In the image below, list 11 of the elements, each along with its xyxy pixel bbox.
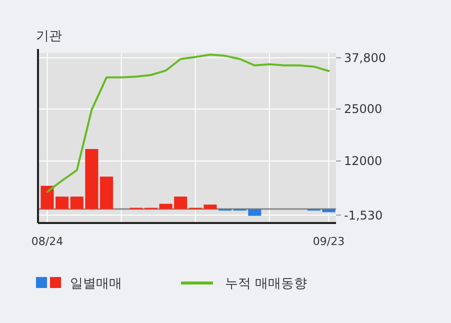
y-tick-label: 25000: [344, 102, 382, 116]
line-series: [46, 54, 330, 193]
y-tick-label: -1,530: [344, 208, 383, 222]
y-tick-label: 37,800: [344, 51, 386, 65]
legend-label: 누적 매매동향: [225, 276, 308, 292]
chart-title: 기관: [36, 29, 62, 44]
bar: [100, 176, 114, 209]
legend-label: 일별매매: [70, 276, 122, 292]
y-tick-label: 12000: [344, 154, 382, 168]
x-tick-label: 08/24: [31, 235, 64, 248]
x-tick-label: 09/23: [312, 235, 345, 248]
